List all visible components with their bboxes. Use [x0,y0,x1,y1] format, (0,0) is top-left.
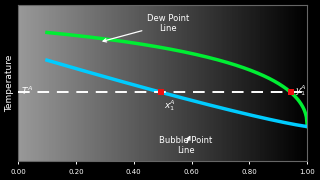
Text: Dew Point
Line: Dew Point Line [103,14,189,42]
Y-axis label: Temperature: Temperature [5,54,14,112]
Text: $T^A$: $T^A$ [21,84,33,97]
Text: $y_1^A$: $y_1^A$ [295,83,307,98]
Text: Bubble Point
Line: Bubble Point Line [159,136,212,155]
Text: $x_1^A$: $x_1^A$ [164,98,175,113]
